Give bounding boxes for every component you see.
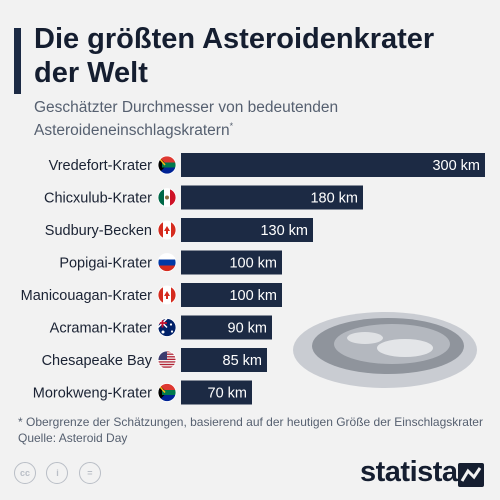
bar-row: Sudbury-Becken 130 km [45, 218, 313, 242]
statista-logo[interactable]: statista [360, 456, 458, 488]
category-label: Chesapeake Bay [42, 353, 153, 369]
value-label: 90 km [228, 321, 268, 337]
statista-logo-mark-icon [458, 463, 484, 487]
bar [181, 218, 313, 242]
source-line: Quelle: Asteroid Day [18, 431, 128, 445]
category-label: Popigai-Krater [59, 256, 152, 272]
page-subtitle: Geschätzter Durchmesser von bedeutenden … [34, 98, 484, 140]
bar-row: Morokweng-Krater 70 km [33, 380, 252, 405]
bar [181, 380, 252, 405]
bar-row: Acraman-Krater 90 km [50, 315, 272, 340]
footnote: * Obergrenze der Schätzungen, basierend … [18, 414, 493, 446]
bar [181, 185, 363, 210]
flag-south-africa-icon [157, 383, 177, 402]
category-label: Sudbury-Becken [45, 223, 152, 239]
value-label: 130 km [260, 223, 308, 239]
flag-canada-icon [157, 220, 177, 240]
flag-south-africa-icon [157, 155, 177, 175]
flag-mexico-icon [157, 188, 177, 207]
category-label: Manicouagan-Krater [21, 288, 153, 304]
flag-usa-icon [157, 350, 177, 370]
crater-illustration [293, 312, 477, 388]
title-accent-bar [14, 28, 21, 94]
value-label: 300 km [432, 158, 480, 174]
value-label: 100 km [229, 288, 277, 304]
bar [181, 348, 267, 372]
bar [181, 153, 485, 177]
bar-row: Popigai-Krater 100 km [59, 250, 282, 275]
value-label: 85 km [223, 353, 263, 369]
bar-row: Vredefort-Krater 300 km [49, 153, 485, 177]
footnote-note: * Obergrenze der Schätzungen, basierend … [18, 415, 483, 429]
value-label: 180 km [310, 191, 358, 207]
bar-row: Manicouagan-Krater 100 km [21, 283, 282, 307]
page-title: Die größten Asteroidenkrater der Welt [34, 23, 435, 89]
bar-row: Chesapeake Bay 85 km [42, 348, 267, 372]
category-label: Acraman-Krater [50, 321, 153, 337]
bar [181, 250, 282, 275]
category-label: Vredefort-Krater [49, 158, 153, 174]
value-label: 100 km [229, 256, 277, 272]
bar [181, 283, 282, 307]
bar [181, 315, 272, 340]
category-label: Chicxulub-Krater [44, 191, 152, 207]
bar-row: Chicxulub-Krater 180 km [44, 185, 363, 210]
flag-canada-icon [157, 285, 177, 305]
flag-russia-icon [157, 253, 177, 272]
attribution-icon[interactable]: i [46, 462, 69, 484]
flag-australia-icon [157, 318, 177, 337]
no-derivatives-icon[interactable]: = [78, 462, 101, 484]
subtitle-footnote-mark: * [229, 121, 234, 131]
license-icons: cc i = [14, 462, 107, 484]
value-label: 70 km [208, 386, 248, 402]
category-label: Morokweng-Krater [33, 386, 152, 402]
subtitle-text: Geschätzter Durchmesser von bedeutenden … [34, 99, 339, 140]
cc-icon[interactable]: cc [14, 462, 36, 484]
